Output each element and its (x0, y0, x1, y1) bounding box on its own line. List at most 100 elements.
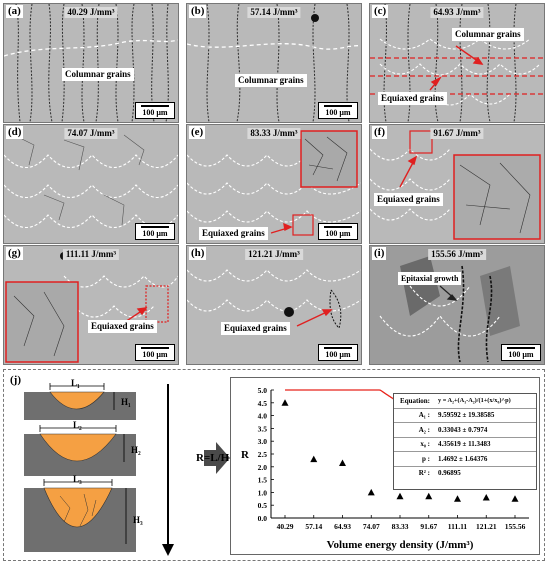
data-point (482, 494, 490, 501)
melt-pool-2 (24, 425, 136, 476)
energy-density-label: 83.33 J/mm³ (247, 128, 301, 139)
panel-label: (a) (6, 5, 23, 18)
aspect-ratio-chart: 0.0 0.5 1.0 1.5 2.0 2.5 3.0 3.5 4.0 4.5 5.0 40.29 57… (230, 377, 540, 555)
x-tick-label: 74.07 (363, 522, 380, 531)
data-point (367, 488, 375, 496)
energy-density-label: 121.21 J/mm³ (245, 249, 303, 260)
pool-1-width-label: L₁ (71, 378, 80, 388)
param-name: A₂ : (418, 425, 430, 434)
pool-3-width-label: L₃ (73, 474, 82, 484)
data-point (511, 495, 519, 502)
equiaxed-grains-annotation: Equiaxed grains (374, 193, 443, 206)
panel-label: (h) (189, 247, 207, 260)
param-value: 1.4692 ± 1.64376 (438, 454, 488, 463)
x-tick-label: 155.56 (505, 522, 526, 531)
y-tick-label: 3.0 (258, 437, 268, 446)
equiaxed-grains-annotation: Equiaxed grains (378, 92, 447, 105)
y-tick-label: 1.0 (258, 488, 268, 497)
scale-bar-label: 100 μm (142, 108, 168, 117)
data-point (396, 492, 404, 500)
y-tick-label: 0.0 (258, 514, 268, 523)
x-tick-label: 64.93 (334, 522, 351, 531)
y-axis-label: R (241, 449, 250, 461)
pool-2-width-label: L₂ (73, 420, 82, 430)
panel-label: (f) (372, 126, 387, 139)
micrograph-panel-c: (c) 64.93 J/mm³ Columnar grains Equiaxed… (369, 3, 545, 123)
chart-svg: 0.0 0.5 1.0 1.5 2.0 2.5 3.0 3.5 4.0 4.5 5.0 40.29 57… (241, 386, 529, 551)
energy-density-label: 74.07 J/mm³ (64, 128, 118, 139)
scale-bar-label: 100 μm (325, 350, 351, 359)
scale-bar: 100 μm (135, 223, 175, 240)
y-tick-label: 1.5 (258, 476, 268, 485)
y-tick-label: 5.0 (258, 386, 268, 395)
pool-1-depth-label: H₁ (121, 397, 131, 407)
epitaxial-growth-annotation: Epitaxial growth (398, 272, 462, 285)
scale-bar-label: 100 μm (508, 350, 534, 359)
columnar-grains-annotation: Columnar grains (235, 74, 307, 87)
scale-bar: 100 μm (135, 102, 175, 119)
x-tick-label: 83.33 (392, 522, 409, 531)
melt-pool-texture (370, 130, 541, 240)
param-row: x₀ : 4.35619 ± 11.3483 (394, 436, 536, 452)
x-tick-label: 121.21 (476, 522, 497, 531)
panel-label: (i) (372, 247, 387, 260)
micrograph-panel-d: (d) 74.07 J/mm³ 100 μm (3, 124, 179, 244)
melt-pool-texture (187, 269, 361, 329)
pool-3-depth-label: H₃ (133, 515, 143, 525)
melt-pool-3 (24, 479, 136, 552)
panel-label: (e) (189, 126, 206, 139)
scale-bar: 100 μm (318, 344, 358, 361)
data-point (454, 495, 461, 502)
micrograph-panel-h: (h) 121.21 J/mm³ Equiaxed grains 100 μm (186, 245, 362, 365)
param-name: A₁ : (418, 411, 430, 420)
param-name: p : (422, 454, 430, 463)
param-name: x₀ : (420, 440, 430, 449)
x-tick-label: 57.14 (305, 522, 322, 531)
data-point (339, 459, 346, 466)
columnar-grains-annotation: Columnar grains (62, 68, 134, 81)
data-point (310, 455, 318, 463)
param-row: p : 1.4692 ± 1.64376 (394, 451, 536, 466)
panel-label: (g) (6, 247, 23, 260)
scale-bar: 100 μm (318, 102, 358, 119)
micrograph-panel-g: (g) 111.11 J/mm³ Equiaxed grains 100 μm (3, 245, 179, 365)
micrograph-panel-b: (b) 57.14 J/mm³ Columnar grains 100 μm (186, 3, 362, 123)
x-tick-label: 40.29 (277, 522, 294, 531)
micrograph-panel-i: (i) 155.56 J/mm³ Epitaxial growth 100 μm (369, 245, 545, 365)
equation-row: Equation: y = A₂+(A₁-A₂)/(1+(x/x₀)^p) (394, 394, 536, 408)
y-tick-label: 0.5 (258, 501, 268, 510)
scale-bar-label: 100 μm (325, 108, 351, 117)
panel-label: (b) (189, 5, 207, 18)
y-tick-label: 3.5 (258, 424, 268, 433)
param-value: 0.33043 ± 0.7974 (438, 425, 488, 434)
param-row: A₂ : 0.33043 ± 0.7974 (394, 422, 536, 437)
y-tick-label: 4.0 (258, 412, 268, 421)
pool-2-depth-label: H₂ (131, 445, 141, 455)
ratio-definition: R=L/H (196, 452, 230, 464)
energy-density-label: 91.67 J/mm³ (430, 128, 484, 139)
scale-bar-label: 100 μm (142, 350, 168, 359)
scale-bar: 100 μm (135, 344, 175, 361)
scale-bar-label: 100 μm (142, 229, 168, 238)
y-tick-label: 2.5 (258, 450, 268, 459)
micrograph-panel-a: (a) 40.29 J/mm³ Columnar grains 100 μm (3, 3, 179, 123)
columnar-grain-texture (370, 4, 544, 122)
energy-density-label: 111.11 J/mm³ (62, 249, 120, 260)
melt-pool-texture (187, 130, 361, 236)
energy-density-label: 40.29 J/mm³ (64, 7, 118, 18)
energy-density-label: 155.56 J/mm³ (428, 249, 486, 260)
panel-label: (j) (10, 374, 21, 386)
param-row: A₁ : 9.59592 ± 19.38585 (394, 407, 536, 423)
panel-j: (j) (3, 369, 545, 561)
param-value: 9.59592 ± 19.38585 (438, 411, 495, 420)
micrograph-panel-f: (f) 91.67 J/mm³ Equiaxed grains (369, 124, 545, 244)
scale-bar-label: 100 μm (325, 229, 351, 238)
data-point (425, 492, 433, 500)
data-point (281, 399, 289, 406)
melt-pool-texture (5, 252, 178, 363)
x-tick-label: 111.11 (448, 522, 468, 531)
param-row: R² : 0.96895 (394, 465, 536, 481)
equiaxed-grains-annotation: Equiaxed grains (88, 320, 157, 333)
fit-parameters-table: Equation: y = A₂+(A₁-A₂)/(1+(x/x₀)^p) A₁… (393, 393, 537, 490)
equiaxed-grains-annotation: Equiaxed grains (199, 227, 268, 240)
